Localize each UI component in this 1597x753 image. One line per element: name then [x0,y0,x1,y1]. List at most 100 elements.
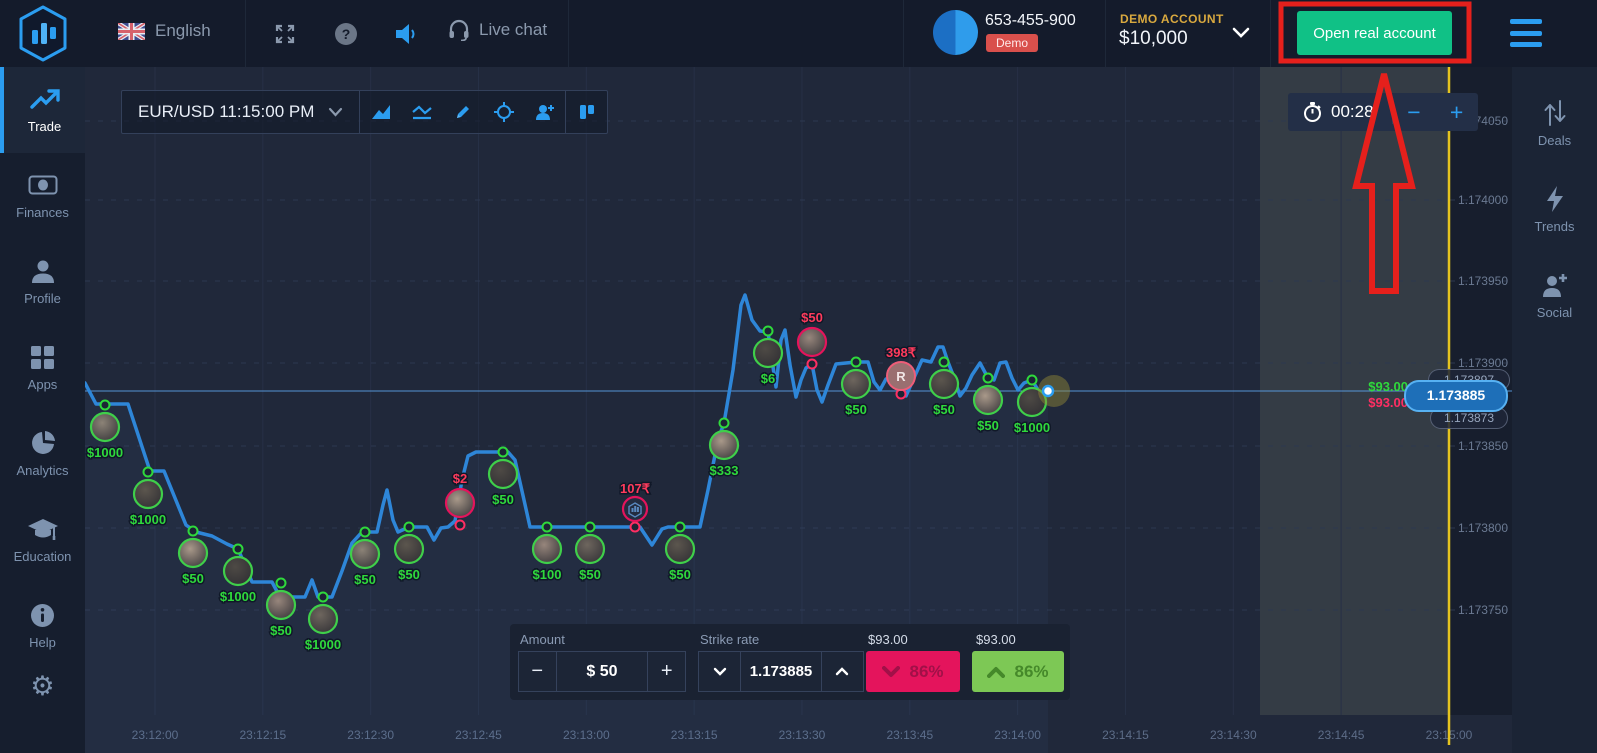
left-sidebar: Trade Finances Profile Apps Analytics Educati… [0,67,85,753]
pencil-icon[interactable] [442,91,483,133]
app-logo-icon[interactable] [14,4,72,63]
trend-up-icon [29,86,60,112]
sound-icon[interactable] [391,19,421,49]
put-button[interactable]: 86% [866,651,960,692]
sidebar-item-label: Education [13,549,72,564]
strike-value[interactable]: 1.173885 [740,652,822,691]
sidebar-item-label: Trade [27,119,62,134]
grid-icon [30,344,55,370]
deal-marker: $50 [840,356,872,419]
deal-marker: $333 [708,417,740,480]
sidebar-item-deals[interactable]: Deals [1512,81,1597,167]
amount-value[interactable]: $ 50 [555,652,649,691]
social-trading-icon[interactable] [524,91,565,133]
payout-up-label: $93.00 [1368,379,1408,394]
account-id: 653-455-900 [985,12,1076,29]
time-axis-label: 23:14:45 [1318,728,1365,742]
svg-text:$50: $50 [845,402,867,417]
deal-marker: $50 [487,446,519,509]
chevron-down-icon[interactable] [1232,26,1250,44]
divider [903,0,904,67]
sidebar-item-apps[interactable]: Apps [0,325,85,411]
line-chart-icon[interactable] [401,91,442,133]
price-axis-label: 1.173750 [1458,603,1508,617]
uk-flag-icon [118,22,145,40]
price-below-pill: 1.173873 [1430,407,1508,429]
svg-text:107₹: 107₹ [620,481,651,496]
fullscreen-icon[interactable] [270,19,300,49]
amount-decrease-button[interactable]: − [531,660,544,682]
deal-marker: 107₹ [619,480,652,533]
timer-value: 00:28 [1331,102,1374,121]
language-selector[interactable]: English [118,21,211,41]
area-chart-icon[interactable] [360,91,401,133]
put-payout-label: $93.00 [868,632,908,647]
svg-text:$50: $50 [270,623,292,638]
user-avatar[interactable] [933,10,978,55]
crosshair-icon[interactable] [483,91,524,133]
sidebar-item-education[interactable]: Education [0,497,85,583]
help-icon[interactable]: ? [331,19,361,49]
deal-marker: $50 [796,309,828,370]
sidebar-item-help[interactable]: Help [0,583,85,669]
lightning-icon [1545,186,1565,212]
svg-text:$1000: $1000 [130,512,166,527]
trade-panel: Amount − $ 50 + Strike rate 1.173885 $93… [510,624,1070,700]
sidebar-item-trade[interactable]: Trade [0,67,85,153]
language-label: English [155,21,211,40]
deal-marker: $50 [177,525,209,588]
price-axis-label: 1.173850 [1458,439,1508,453]
open-real-account-button[interactable]: Open real account [1297,11,1452,55]
sidebar-item-finances[interactable]: Finances [0,153,85,239]
chevron-down-icon [882,665,901,677]
sidebar-item-label: Deals [1537,133,1572,148]
deal-marker: $50 [393,521,425,584]
deal-marker: $6 [752,325,784,388]
account-type-label: DEMO ACCOUNT [1120,12,1224,26]
svg-text:$1000: $1000 [87,445,123,460]
sidebar-item-label: Help [29,635,56,650]
deal-marker: $50 [664,521,696,584]
grad-cap-icon [27,516,59,542]
deal-marker: R 398₹ [885,344,918,400]
sidebar-item-profile[interactable]: Profile [0,239,85,325]
live-chat-button[interactable]: Live chat [448,19,547,41]
time-axis-label: 23:12:30 [347,728,394,742]
chevron-down-icon [329,107,343,117]
price-axis-label: 1.173800 [1458,521,1508,535]
pie-chart-icon [30,430,56,456]
banknote-icon [28,172,58,198]
svg-text:$1000: $1000 [1014,420,1050,435]
layout-icon[interactable] [566,91,607,133]
top-bar: English ? Live chat 653-455-900 Demo DEM… [0,0,1597,67]
expiration-timer: 00:28 − + [1288,93,1478,131]
current-point [1041,384,1055,398]
chart-toolbar: EUR/USD 11:15:00 PM [121,90,609,134]
price-axis-label: 1.174000 [1458,193,1508,207]
deal-marker: $50 [972,372,1004,435]
deal-marker: $2 [444,470,476,531]
strike-decrease-button[interactable] [699,652,740,691]
strike-increase-button[interactable] [822,652,863,691]
timer-decrease-button[interactable]: − [1407,99,1421,125]
call-button[interactable]: 86% [972,651,1064,692]
svg-text:$50: $50 [492,492,514,507]
sidebar-item-trends[interactable]: Trends [1512,167,1597,253]
asset-selector[interactable]: EUR/USD 11:15:00 PM [122,91,359,133]
menu-icon[interactable] [1510,19,1542,47]
deal-marker: $1000 [218,543,258,606]
current-price-pill: 1.173885 [1404,380,1508,412]
price-axis-label: 1.173900 [1458,356,1508,370]
settings-gear-icon[interactable]: ⚙ [30,671,55,701]
sidebar-item-analytics[interactable]: Analytics [0,411,85,497]
strike-stepper: 1.173885 [698,651,864,692]
timer-increase-button[interactable]: + [1449,99,1464,125]
svg-text:$50: $50 [669,567,691,582]
svg-text:R: R [896,369,906,384]
amount-increase-button[interactable]: + [660,660,673,682]
demo-badge: Demo [986,34,1039,52]
put-percent: 86% [909,661,944,681]
time-axis-label: 23:12:15 [239,728,286,742]
sidebar-item-label: Finances [16,205,69,220]
sidebar-item-social[interactable]: Social [1512,253,1597,339]
